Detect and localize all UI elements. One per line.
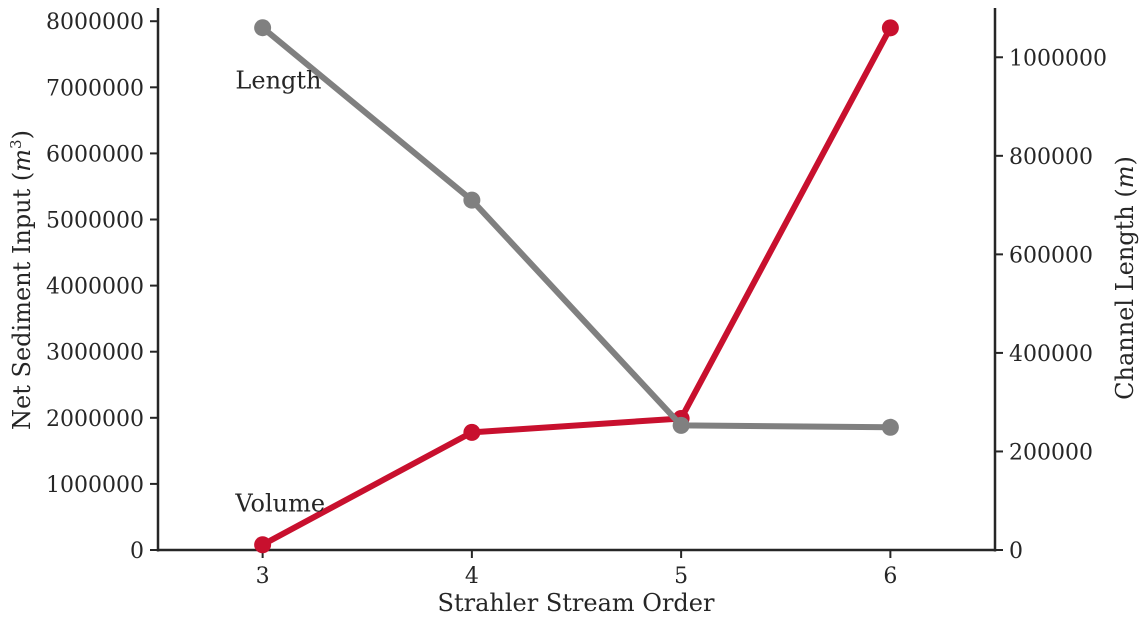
- annotation-volume: Volume: [234, 490, 325, 518]
- annotation-length: Length: [235, 67, 321, 95]
- left-axis-title-var: m: [8, 149, 36, 172]
- left-y-tick-label: 3000000: [46, 341, 144, 366]
- left-y-tick-label: 2000000: [46, 407, 144, 432]
- x-tick-label: 5: [674, 564, 688, 589]
- left-y-tick-label: 4000000: [46, 275, 144, 300]
- length-point: [254, 19, 272, 37]
- left-y-tick-label: 0: [130, 539, 144, 564]
- length-point: [463, 191, 481, 209]
- right-axis-title-main: Channel Length (: [1111, 188, 1139, 400]
- series-group: [254, 19, 899, 554]
- x-tick-label: 6: [883, 564, 897, 589]
- right-y-tick-label: 400000: [1009, 342, 1093, 367]
- series-length: [254, 19, 899, 436]
- left-y-tick-label: 6000000: [46, 142, 144, 167]
- volume-point: [881, 19, 899, 37]
- right-axis-title-var: m: [1111, 166, 1139, 189]
- left-axis-title-main: Net Sediment Input (: [8, 172, 36, 430]
- right-y-tick-label: 600000: [1009, 243, 1093, 268]
- x-axis-title: Strahler Stream Order: [438, 589, 715, 617]
- right-axis-title: Channel Length (m): [1111, 156, 1139, 400]
- axes-group: 3 4 5 6010000002000000300000040000005000000…: [46, 8, 1107, 589]
- right-y-tick-label: 1000000: [1009, 46, 1107, 71]
- right-y-tick-label: 200000: [1009, 440, 1093, 465]
- x-tick-label: 3: [256, 564, 270, 589]
- right-y-tick-label: 0: [1009, 539, 1023, 564]
- length-point: [672, 416, 690, 434]
- x-tick-label: 4: [465, 564, 479, 589]
- left-y-tick-label: 5000000: [46, 209, 144, 234]
- annotations-group: Length Volume: [234, 67, 325, 518]
- left-axis-title-sup: 3: [7, 139, 25, 149]
- volume-point: [254, 536, 272, 554]
- left-axis-title: Net Sediment Input (m3): [7, 130, 36, 430]
- right-y-tick-label: 800000: [1009, 145, 1093, 170]
- right-axis-title-close: ): [1111, 156, 1139, 165]
- length-point: [881, 418, 899, 436]
- left-y-tick-label: 8000000: [46, 10, 144, 35]
- volume-line: [259, 24, 894, 548]
- length-line: [259, 24, 894, 431]
- left-y-tick-label: 7000000: [46, 76, 144, 101]
- volume-point: [463, 423, 481, 441]
- left-y-tick-label: 1000000: [46, 473, 144, 498]
- left-axis-title-close: ): [8, 130, 36, 139]
